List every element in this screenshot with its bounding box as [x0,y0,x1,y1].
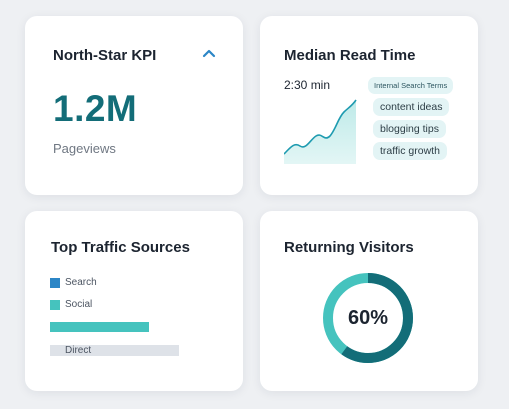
traffic-sources-card: Top Traffic Sources Search Social Direct [25,211,243,391]
search-term-chip[interactable]: content ideas [373,98,450,116]
legend-label-search: Search [65,277,97,288]
sparkline-area [284,100,356,164]
returning-visitors-title: Returning Visitors [284,239,414,256]
read-time-sparkline [284,99,357,164]
legend-label-social: Social [65,299,93,310]
traffic-sources-title: Top Traffic Sources [51,239,190,256]
read-time-card: Median Read Time 2:30 min Internal Searc… [260,16,478,195]
read-time-value: 2:30 min [284,78,331,92]
search-term-chip[interactable]: blogging tips [373,120,446,138]
donut-value-arc [323,273,413,363]
direct-bar: Direct [50,345,179,356]
kpi-card: North-Star KPI 1.2M Pageviews [25,16,243,195]
kpi-value: 1.2M [53,88,138,129]
legend-item-search: Search [50,277,97,288]
social-bar [50,322,149,332]
direct-bar-label: Direct [65,345,92,356]
search-term-chip[interactable]: traffic growth [373,142,447,160]
legend-item-social: Social [50,299,92,310]
returning-visitors-card: Returning Visitors 60% [260,211,478,391]
read-time-title: Median Read Time [284,47,416,64]
chevron-up-icon[interactable] [201,45,217,61]
kpi-caption: Pageviews [53,141,116,156]
legend-swatch-social [50,299,60,310]
returning-visitors-donut [323,273,413,363]
sparkline-line [284,99,357,155]
search-terms-heading: Internal Search Terms [368,77,454,94]
legend-swatch-search [50,277,60,288]
returning-visitors-value: 60% [347,306,389,329]
kpi-card-title: North-Star KPI [53,47,157,64]
